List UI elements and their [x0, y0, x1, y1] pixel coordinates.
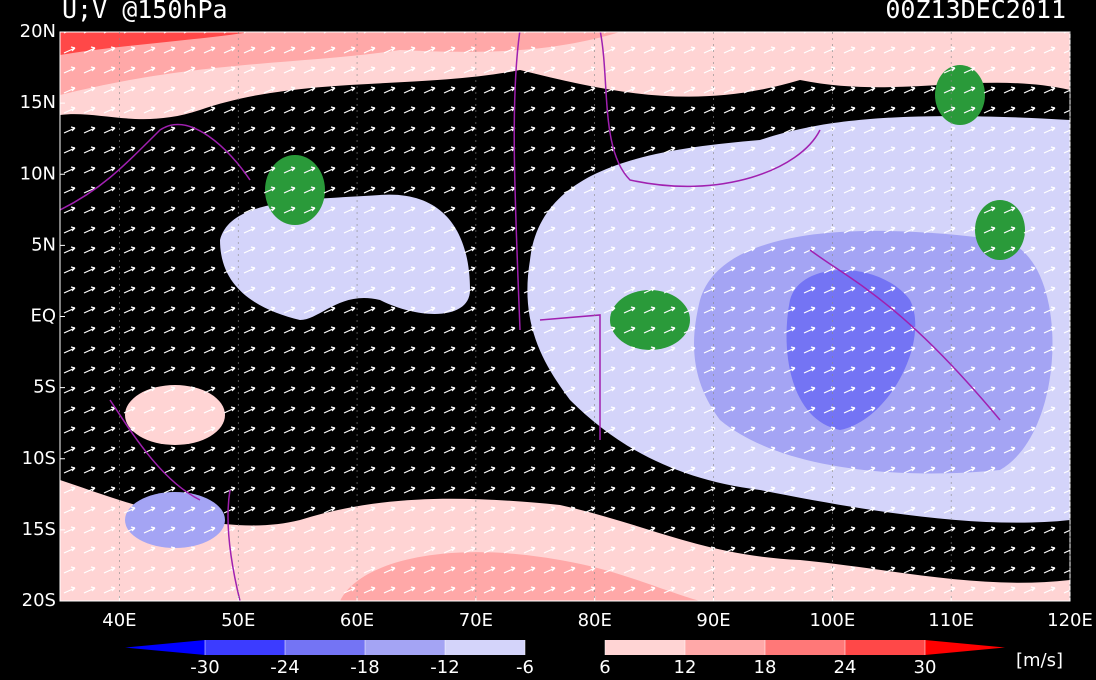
colorbar-label: -12 — [430, 657, 459, 678]
colorbar-arrow — [925, 640, 1005, 655]
lat-tick-label: 15S — [22, 519, 56, 540]
colorbar-label: 6 — [599, 657, 610, 678]
colorbar-box — [845, 640, 925, 655]
lon-tick-label: 100E — [809, 610, 855, 631]
colorbar-label: 24 — [834, 657, 857, 678]
title: U;V @150hPa — [62, 0, 228, 24]
wind-vectors — [60, 32, 1070, 601]
lon-tick-label: 50E — [221, 610, 255, 631]
colorbar-label: -30 — [190, 657, 219, 678]
lat-tick-label: 10N — [20, 163, 56, 184]
lat-tick-label: 5S — [33, 377, 56, 398]
colorbar-box — [765, 640, 845, 655]
colorbar-label: 12 — [674, 657, 697, 678]
lat-tick-label: 15N — [20, 92, 56, 113]
lon-tick-label: 60E — [340, 610, 374, 631]
colorbar-box — [285, 640, 365, 655]
lon-tick-label: 40E — [102, 610, 136, 631]
colorbar-label: 18 — [754, 657, 777, 678]
lon-tick-label: 120E — [1047, 610, 1093, 631]
timestamp: 00Z13DEC2011 — [885, 0, 1066, 24]
lat-tick-label: EQ — [30, 306, 56, 327]
lat-tick-label: 10S — [22, 448, 56, 469]
lon-tick-label: 90E — [696, 610, 730, 631]
lat-tick-label: 20N — [20, 21, 56, 42]
colorbar-label: -24 — [270, 657, 299, 678]
lat-tick-label: 5N — [31, 234, 56, 255]
colorbar-label: -6 — [516, 657, 534, 678]
colorbar-label: 30 — [914, 657, 937, 678]
colorbar-box — [445, 640, 525, 655]
wind-field — [60, 32, 1070, 601]
lon-tick-label: 80E — [578, 610, 612, 631]
colorbar-box — [205, 640, 285, 655]
lat-tick-label: 20S — [22, 590, 56, 611]
colorbar-box — [685, 640, 765, 655]
lon-tick-label: 70E — [459, 610, 493, 631]
lon-tick-label: 110E — [928, 610, 974, 631]
colorbar-box — [365, 640, 445, 655]
colorbar-label: -18 — [350, 657, 379, 678]
coastline — [60, 32, 1001, 601]
colorbar-arrow — [125, 640, 205, 655]
colorbar-unit: [m/s] — [1016, 650, 1063, 671]
colorbar-box — [605, 640, 685, 655]
colorbar-box — [525, 640, 605, 655]
